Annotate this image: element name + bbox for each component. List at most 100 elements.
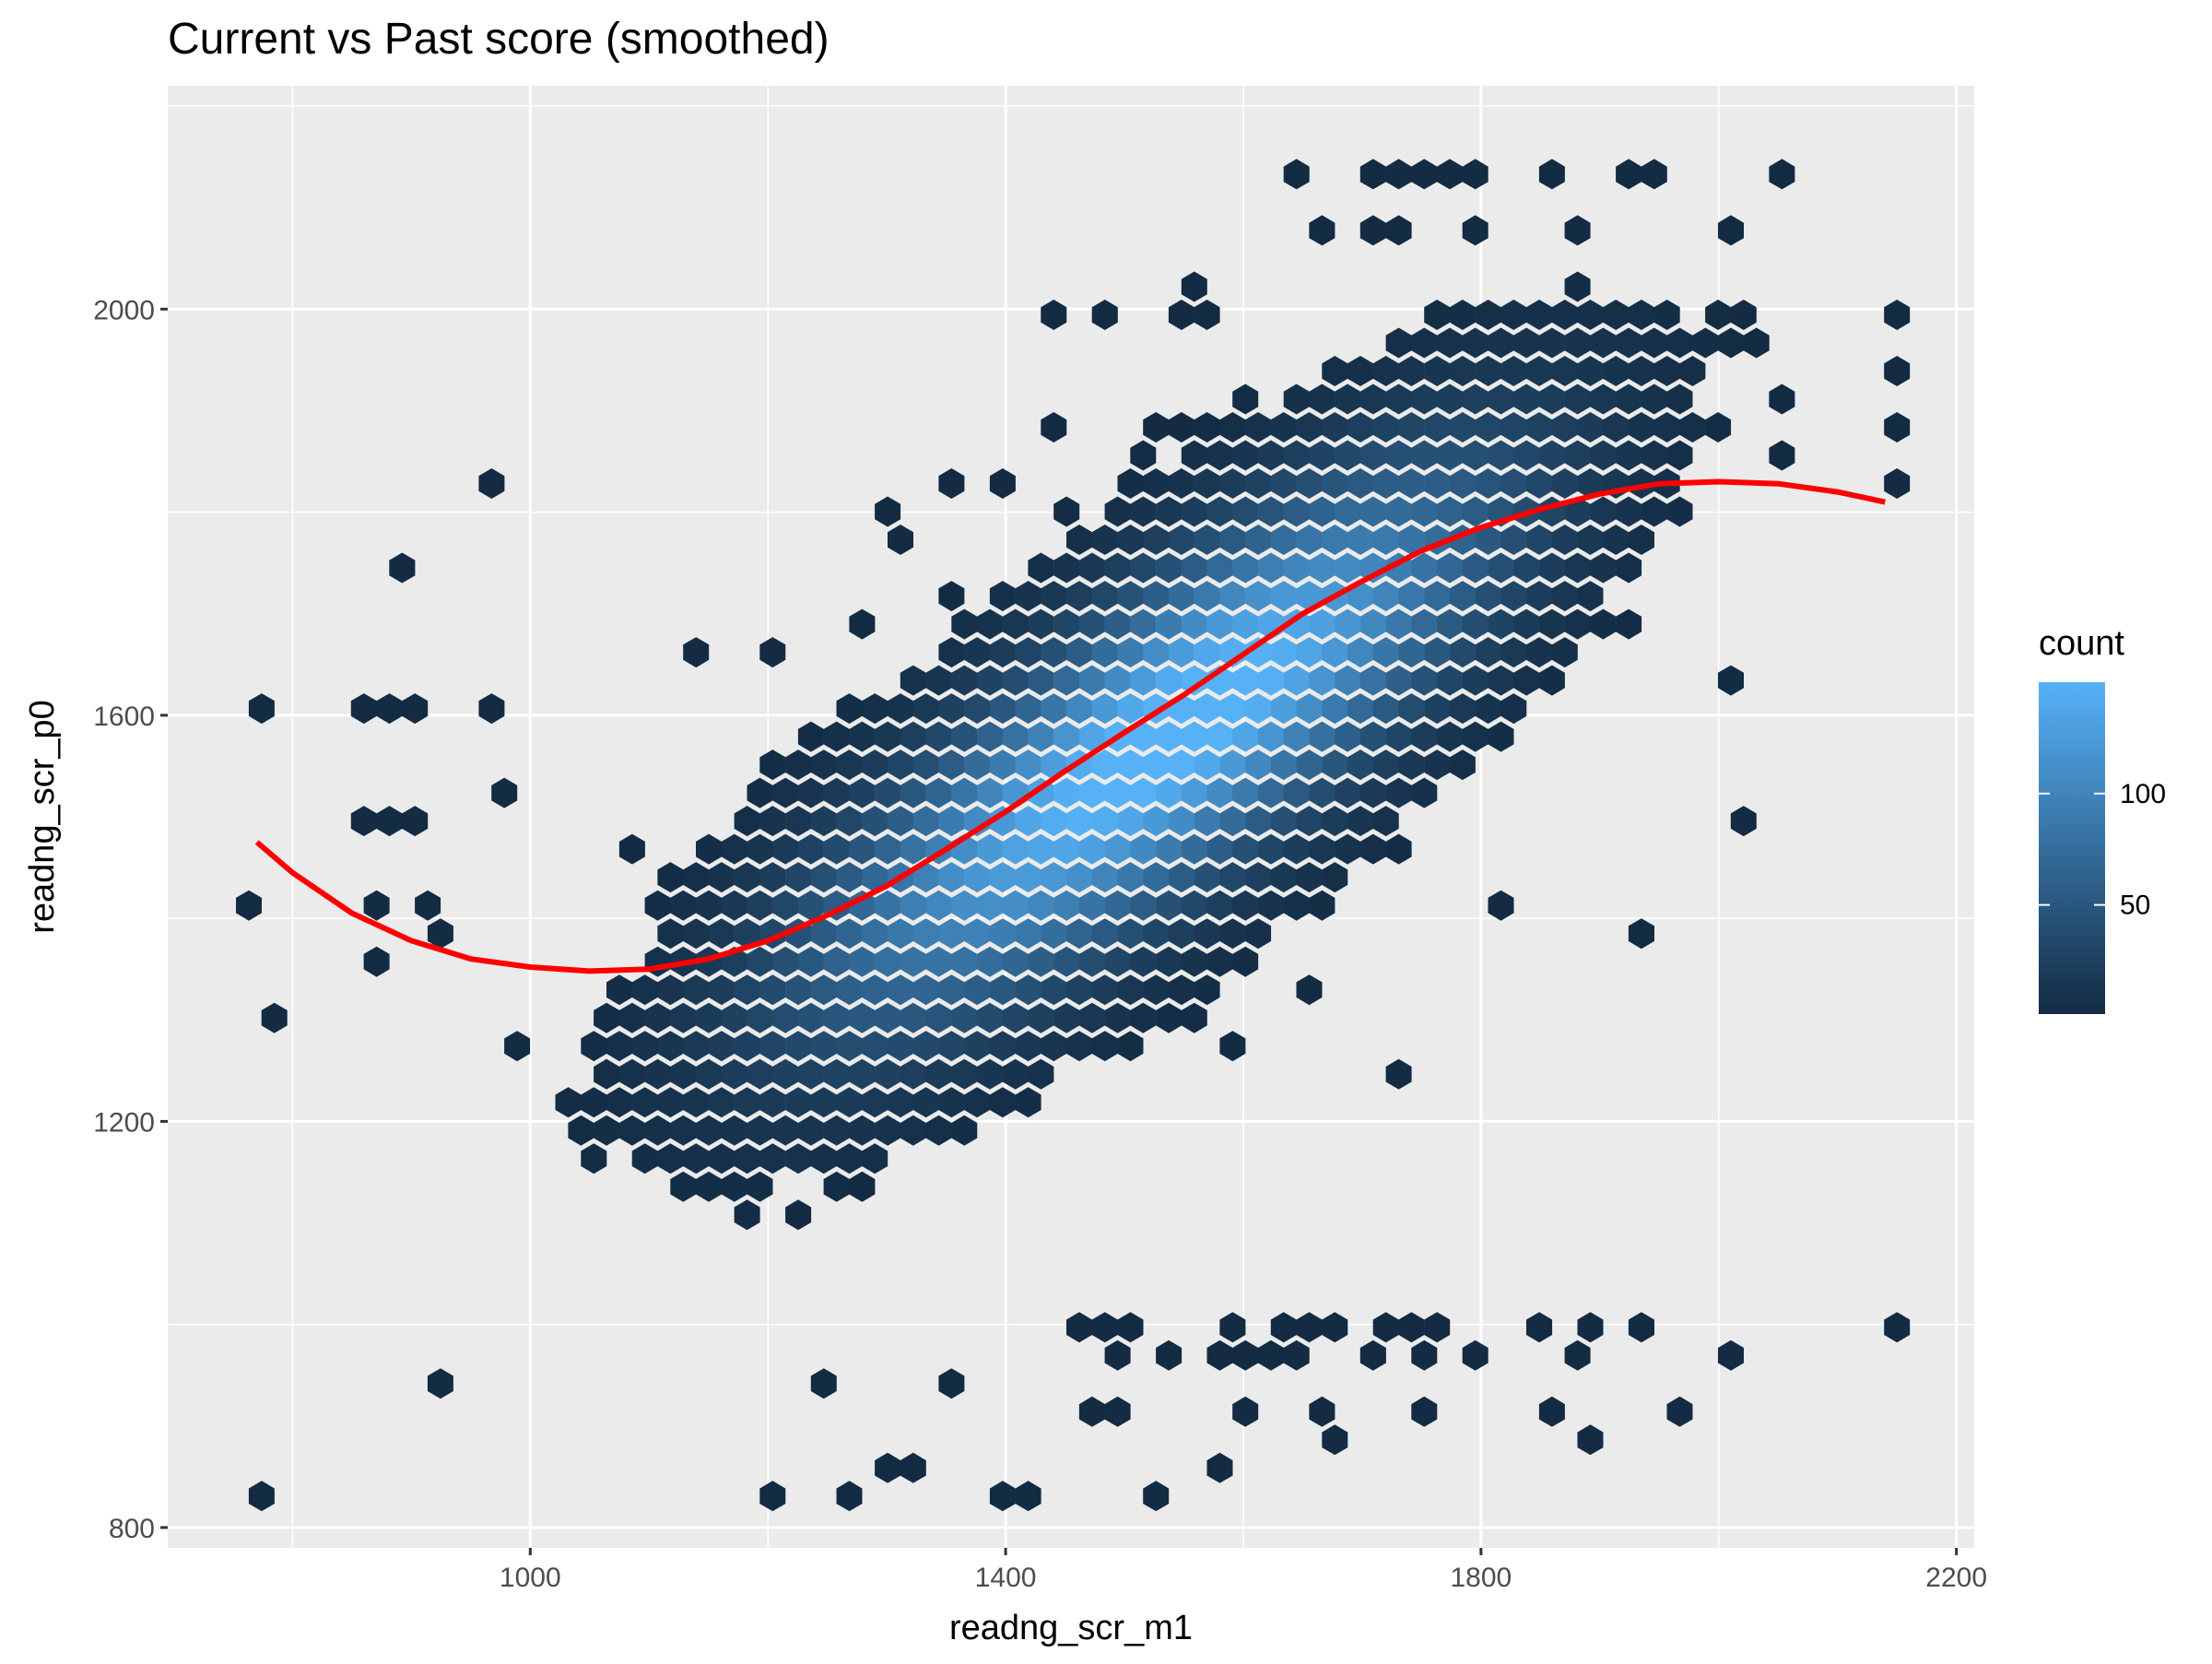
hex-cell [1424, 637, 1451, 668]
hex-cell [1385, 159, 1412, 190]
hex-cell [1359, 159, 1386, 190]
hex-cell [1232, 665, 1259, 696]
hex-cell [1258, 777, 1284, 808]
hex-cell [1603, 412, 1630, 443]
hex-cell [696, 1002, 722, 1033]
hex-cell [1156, 552, 1182, 584]
hex-cell [1718, 665, 1744, 696]
hex-cell [1130, 1002, 1157, 1033]
hex-cell [1232, 384, 1259, 415]
hex-cell [1424, 1312, 1451, 1343]
hex-cell [747, 777, 773, 808]
hex-cell [1628, 300, 1654, 330]
hex-cell [1769, 159, 1795, 190]
hex-cell [1053, 608, 1080, 640]
hex-cell [734, 806, 760, 837]
hex-cell [478, 468, 505, 499]
hex-cell [1206, 946, 1233, 977]
hex-cell [618, 833, 645, 865]
hex-cell [1590, 327, 1617, 359]
hex-cell [644, 890, 671, 921]
hex-cell [1168, 974, 1194, 1006]
hex-cell [657, 862, 684, 893]
hex-cell [1526, 1312, 1553, 1343]
hex-cell [734, 862, 760, 893]
hex-cell [1616, 327, 1642, 359]
hex-cell [657, 1087, 684, 1118]
hex-cell [964, 974, 991, 1006]
hex-cell [1385, 721, 1412, 752]
hex-cell [1181, 496, 1207, 527]
hex-cell [862, 806, 888, 837]
hex-cell [759, 974, 786, 1006]
hex-cell [1526, 468, 1553, 499]
hex-cell [1219, 693, 1246, 725]
hex-cell [1219, 749, 1246, 781]
hex-cell [1616, 608, 1642, 640]
hex-cell [1385, 384, 1412, 415]
hex-cell [836, 693, 863, 725]
hex-cell [1156, 833, 1182, 865]
hex-cell [683, 862, 710, 893]
hex-cell [823, 721, 850, 752]
hex-cell [1168, 468, 1194, 499]
hex-cell [1424, 581, 1451, 612]
hex-cell [1194, 974, 1220, 1006]
hex-cell [1398, 581, 1425, 612]
hex-cell [1002, 890, 1029, 921]
hex-cell [1385, 833, 1412, 865]
hex-cell [721, 1058, 747, 1090]
hex-cell [1245, 581, 1272, 612]
hex-cell [1513, 384, 1540, 415]
hex-cell [1194, 581, 1220, 612]
hex-cell [402, 806, 429, 837]
hex-cell [912, 749, 939, 781]
hex-cell [900, 1115, 926, 1146]
hex-cell [1066, 806, 1092, 837]
hex-cell [670, 1002, 697, 1033]
hex-cell [1194, 468, 1220, 499]
hex-cell [1041, 300, 1067, 330]
hex-cell [772, 777, 799, 808]
hex-cell [1194, 300, 1220, 330]
hex-cell [1296, 974, 1323, 1006]
hex-cell [1002, 665, 1029, 696]
hex-cell [1283, 777, 1310, 808]
hex-cell [836, 974, 863, 1006]
hex-cell [734, 974, 760, 1006]
hex-cell [1232, 721, 1259, 752]
x-tick-label: 1000 [500, 1563, 561, 1593]
hex-cell [1028, 665, 1054, 696]
hex-cell [989, 974, 1016, 1006]
hex-cell [797, 721, 824, 752]
hex-cell [1143, 637, 1170, 668]
hex-cell [1232, 890, 1259, 921]
hex-cell [1603, 300, 1630, 330]
hex-cell [1500, 412, 1527, 443]
hex-cell [747, 1171, 773, 1202]
hex-cell [1015, 1481, 1041, 1512]
hex-cell [1181, 665, 1207, 696]
hex-cell [912, 862, 939, 893]
hex-cell [951, 1058, 978, 1090]
hex-cell [1705, 300, 1732, 330]
hex-cell [1245, 525, 1272, 555]
hex-cell [1219, 468, 1246, 499]
hex-cell [1041, 412, 1067, 443]
hex-cell [1156, 608, 1182, 640]
hex-cell [1168, 581, 1194, 612]
hex-cell [708, 1087, 735, 1118]
hex-cell [836, 806, 863, 837]
hex-cell [836, 1031, 863, 1062]
hex-cell [1066, 693, 1092, 725]
hex-cell [1372, 806, 1399, 837]
hex-cell [1053, 1002, 1080, 1033]
hex-cell [875, 777, 901, 808]
hex-cell [1564, 440, 1591, 471]
hex-cell [1143, 862, 1170, 893]
hex-cell [734, 918, 760, 950]
hex-cell [810, 1143, 837, 1174]
hex-cell [1424, 412, 1451, 443]
hex-cell [1028, 552, 1054, 584]
hex-cell [836, 862, 863, 893]
